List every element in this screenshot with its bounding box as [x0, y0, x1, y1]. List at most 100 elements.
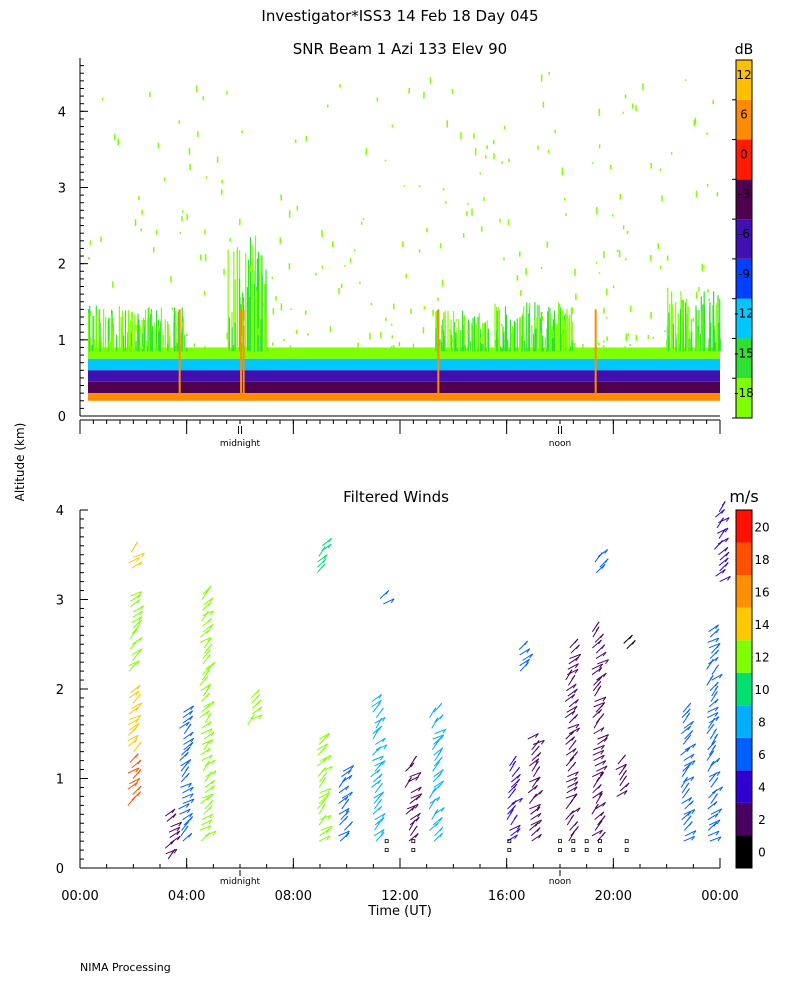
- snr-colorbar-tick-label: -6: [738, 227, 750, 241]
- snr-plume-streak: [702, 304, 704, 352]
- snr-plume-streak: [95, 339, 97, 352]
- snr-plume-streak: [568, 314, 571, 352]
- wind-barb: [319, 732, 331, 740]
- wind-barb: [318, 792, 330, 799]
- wind-barb-flag: [598, 792, 603, 798]
- wind-barb-flag: [208, 819, 213, 825]
- snr-plume-streak: [155, 310, 158, 352]
- snr-speckle: [575, 293, 577, 301]
- snr-speckle: [540, 266, 543, 269]
- wind-barb-flag: [687, 734, 691, 740]
- wind-barb-flag: [212, 770, 217, 776]
- snr-speckle: [507, 219, 510, 226]
- wind-barb-flag: [623, 790, 628, 795]
- snr-plume-streak: [444, 310, 446, 352]
- snr-speckle: [203, 290, 206, 296]
- snr-plume-streak: [182, 318, 185, 352]
- snr-plume-streak: [112, 330, 114, 352]
- wind-barb-flag: [574, 781, 579, 786]
- wind-barb: [182, 710, 193, 719]
- snr-speckle: [503, 125, 506, 130]
- wind-barb-flag: [256, 694, 261, 699]
- snr-plume-streak: [563, 320, 566, 352]
- wind-barb-flag: [524, 662, 529, 667]
- snr-plume-streak: [675, 337, 677, 352]
- snr-speckle: [474, 148, 477, 156]
- wind-barb-flag: [516, 824, 521, 830]
- wind-barb-flag: [176, 830, 181, 836]
- wind-barb: [131, 616, 143, 624]
- noon-wind-marker-label: noon: [549, 877, 571, 887]
- wind-barb-flag: [345, 807, 350, 813]
- wind-barb: [342, 765, 354, 772]
- snr-speckle: [558, 306, 561, 313]
- wind-barb: [200, 819, 213, 826]
- snr-speckle: [492, 139, 495, 145]
- wind-barb-flag: [438, 702, 443, 708]
- wind-barb-flag: [378, 799, 382, 804]
- snr-speckle: [624, 94, 627, 99]
- wind-barb-flag: [136, 777, 141, 783]
- snr-plume-streak: [534, 302, 536, 352]
- snr-speckle: [315, 272, 317, 276]
- wind-barb-flag: [326, 732, 331, 738]
- snr-speckle: [275, 296, 277, 301]
- snr-colorbar-segment: [736, 99, 752, 140]
- snr-speckle: [556, 346, 558, 351]
- wind-barb-flag: [323, 554, 328, 559]
- wind-barb-flag: [435, 739, 440, 745]
- snr-speckle: [321, 265, 324, 269]
- snr-plume-streak: [103, 308, 105, 352]
- wind-barb-flag: [570, 814, 575, 820]
- snr-speckle: [141, 209, 143, 215]
- snr-plume-streak: [93, 316, 95, 352]
- snr-plume-streak: [449, 329, 451, 352]
- wind-barb-column: [615, 754, 630, 797]
- snr-plume-streak: [180, 333, 182, 352]
- wind-barb: [374, 812, 386, 821]
- snr-axes: 0 1 2 3 4 midnight noon: [58, 58, 721, 449]
- snr-speckle: [357, 342, 359, 348]
- wind-barb: [373, 791, 385, 799]
- snr-speckle: [226, 332, 228, 340]
- snr-plume-streak: [256, 290, 258, 352]
- snr-plume-streak: [553, 310, 556, 352]
- snr-speckle: [100, 236, 102, 243]
- wind-barb-flag: [321, 799, 326, 805]
- wind-barb-flag: [571, 693, 576, 699]
- snr-speckle: [698, 286, 700, 292]
- snr-plume-streak: [236, 278, 239, 352]
- wind-barb-flag: [190, 705, 194, 711]
- wind-barb-flag: [602, 672, 607, 678]
- snr-plume-streak: [108, 340, 110, 352]
- wind-barb: [132, 605, 144, 613]
- wind-barb: [202, 610, 214, 617]
- wind-barb-flag: [534, 785, 538, 790]
- wind-barb-flag: [714, 691, 718, 696]
- snr-plume-streak: [455, 332, 457, 352]
- wind-barb-flag: [516, 828, 521, 833]
- snr-plume-streak: [439, 346, 441, 352]
- snr-plume-streak: [555, 325, 557, 352]
- snr-plume-streak: [184, 334, 186, 352]
- wind-barb-flag: [628, 634, 633, 640]
- snr-speckle: [157, 328, 159, 332]
- wind-barb: [507, 834, 518, 842]
- wind-barb: [251, 706, 263, 715]
- wind-barb: [319, 815, 331, 821]
- wind-barb: [374, 760, 386, 767]
- wind-barb-flag: [595, 621, 600, 627]
- snr-speckle: [193, 343, 196, 347]
- wind-barb: [169, 830, 181, 838]
- snr-speckle: [290, 308, 292, 310]
- snr-speckle: [272, 342, 274, 346]
- wind-colorbar-tick-label: 14: [754, 618, 769, 632]
- wind-barb: [132, 636, 143, 645]
- wind-barb-flag: [208, 754, 213, 760]
- snr-speckle: [629, 305, 632, 312]
- midnight-wind-marker-label: midnight: [220, 877, 261, 887]
- wind-barb: [597, 737, 608, 745]
- snr-speckle: [179, 232, 182, 235]
- wind-barb-flag: [345, 798, 350, 804]
- wind-barb-flag: [721, 509, 725, 514]
